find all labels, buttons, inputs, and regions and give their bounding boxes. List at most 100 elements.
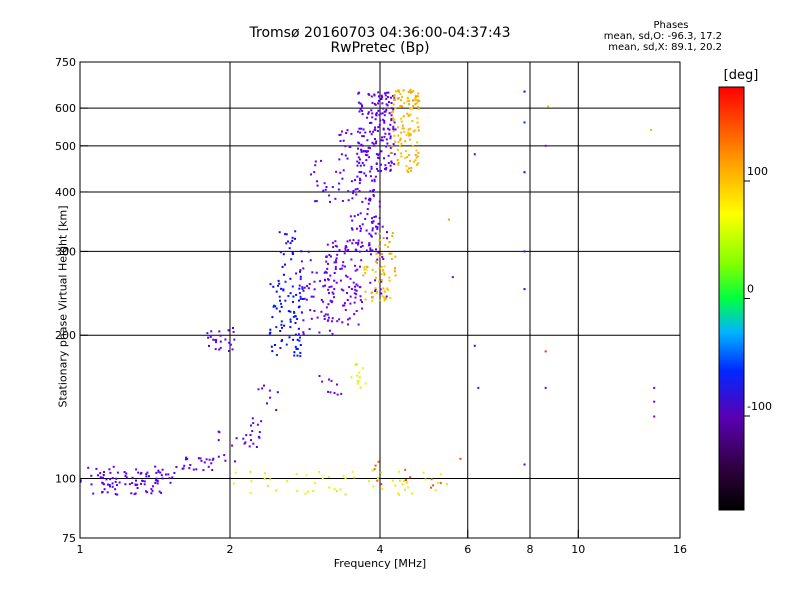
data-point [372,142,375,145]
data-point [346,275,349,278]
data-point [140,482,142,485]
data-point [400,131,403,134]
data-point [412,145,415,147]
data-point [364,217,367,220]
phase-stats: Phases mean, sd,O: -96.3, 17.2 mean, sd,… [586,20,722,53]
data-point [367,150,369,153]
data-point [318,375,321,377]
data-point [389,146,392,149]
data-point [292,315,295,318]
data-point [343,265,346,268]
data-point [376,130,379,132]
data-point [167,473,170,476]
data-point [357,323,360,326]
data-point [311,271,314,274]
data-point [294,345,297,348]
data-point [378,239,381,242]
data-point [363,266,366,269]
data-point [382,107,385,110]
data-point [275,290,278,293]
data-point [390,258,393,260]
data-point [386,237,388,240]
data-point [386,142,389,145]
data-point [364,290,367,293]
data-point [329,274,332,277]
data-point [394,107,397,110]
data-point [314,200,317,203]
data-point [351,242,354,245]
data-point [381,102,384,105]
data-point [298,284,301,287]
data-point [155,477,158,480]
data-point [346,157,349,160]
data-point [296,338,299,341]
data-point [189,464,192,466]
data-point [358,182,361,185]
data-point [284,233,287,236]
x-tick-label: 8 [527,543,534,556]
data-point [335,490,338,493]
data-point [134,483,137,486]
data-point [339,279,342,282]
data-point [401,483,404,486]
data-point [523,171,526,174]
data-point [327,278,329,281]
data-point [366,208,369,211]
data-point [376,228,379,230]
data-point [350,132,353,135]
data-point [361,109,364,112]
data-point [393,94,396,97]
data-point [408,99,411,102]
data-point [377,251,380,254]
data-point [322,300,325,303]
data-point [338,249,341,252]
data-point [312,489,315,492]
data-point [255,446,258,448]
data-point [331,332,334,335]
data-point [322,285,325,288]
data-point [377,156,380,159]
data-point [264,472,266,475]
y-tick-label: 100 [55,473,76,486]
data-points [79,88,656,496]
data-point [281,265,284,268]
data-point [310,295,313,298]
data-point [371,227,374,230]
data-point [369,190,372,193]
data-point [392,110,395,113]
data-point [224,338,227,341]
data-point [243,442,246,445]
data-point [397,162,400,164]
data-point [380,150,383,153]
data-point [376,477,379,480]
data-point [356,130,359,133]
data-point [361,105,363,108]
data-point [313,309,316,312]
data-point [334,259,337,262]
data-point [348,317,351,320]
data-point [208,458,211,461]
data-point [365,229,368,232]
data-point [380,98,383,100]
data-point [344,493,347,496]
data-point [256,423,259,426]
data-point [364,153,367,156]
data-point [338,134,341,136]
data-point [356,187,359,190]
phase-stats-heading: Phases [653,20,689,31]
data-point [296,347,299,350]
data-point [357,241,360,244]
data-point [418,100,421,102]
data-point [360,245,362,248]
data-point [389,296,392,299]
data-point [430,486,432,489]
data-point [357,243,359,246]
data-point [342,261,345,264]
data-point [323,315,326,318]
data-point [307,250,310,253]
data-point [280,287,283,290]
data-point [335,261,338,264]
data-point [394,267,396,270]
data-point [128,483,131,486]
data-point [344,247,347,250]
